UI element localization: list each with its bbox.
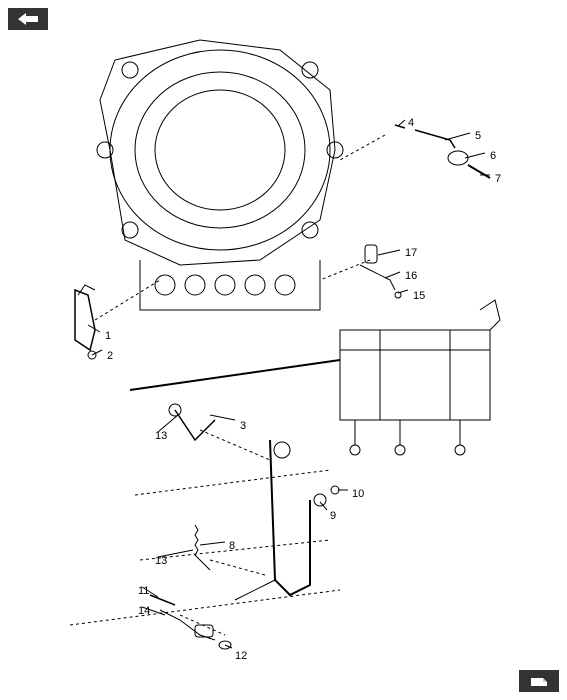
callout-1: 1 (105, 330, 111, 342)
callout-16: 16 (405, 270, 417, 282)
exploded-view-svg (0, 0, 567, 700)
parts-diagram: 1 2 3 4 5 6 7 8 9 10 11 12 13 13 14 15 1… (0, 0, 567, 700)
callout-7: 7 (495, 173, 501, 185)
callout-9: 9 (330, 510, 336, 522)
callout-2: 2 (107, 350, 113, 362)
callout-6: 6 (490, 150, 496, 162)
callout-4: 4 (408, 117, 414, 129)
callout-17: 17 (405, 247, 417, 259)
callout-3: 3 (240, 420, 246, 432)
callout-8: 8 (229, 540, 235, 552)
callout-12: 12 (235, 650, 247, 662)
callout-11: 11 (138, 585, 149, 597)
callout-15: 15 (413, 290, 425, 302)
callout-5: 5 (475, 130, 481, 142)
callout-13b: 13 (155, 555, 167, 567)
callout-14: 14 (138, 605, 150, 617)
callout-10: 10 (352, 488, 364, 500)
page-nav-icon[interactable] (519, 670, 559, 692)
callout-13a: 13 (155, 430, 167, 442)
